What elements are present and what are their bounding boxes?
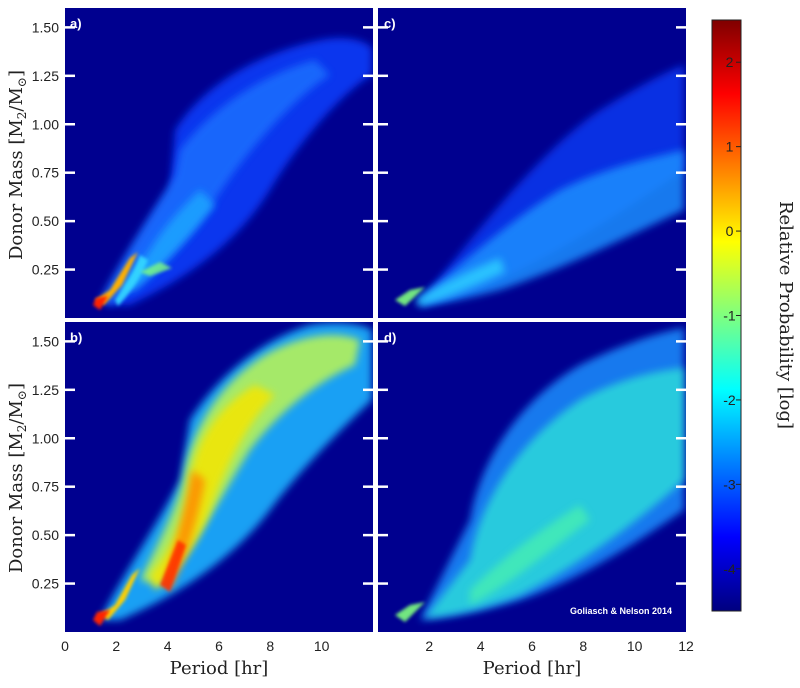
y-tick-label: 1.50 [32, 19, 59, 35]
colorbar-tick-label: -1 [723, 308, 736, 324]
x-axis-label-right: Period [hr] [483, 658, 582, 679]
horizontal-divider [65, 318, 686, 322]
x-tick-labels: 0 2 4 6 8 10 2 4 6 8 10 12 [61, 638, 694, 654]
x-tick-label: 8 [266, 638, 274, 654]
y-tick-label: 1.00 [32, 430, 59, 446]
colorbar-tick-label: 2 [726, 54, 734, 70]
x-tick-label: 2 [112, 638, 120, 654]
panel-b-density [93, 322, 372, 626]
y-tick-label: 0.75 [32, 165, 59, 181]
panel-d-density [395, 328, 684, 622]
y-tick-label: 0.25 [32, 262, 59, 278]
y-tick-label: 1.25 [32, 68, 59, 84]
tick-marks [65, 26, 686, 585]
x-tick-label: 6 [528, 638, 536, 654]
panel-a-density [93, 37, 372, 310]
panel-c-label: c) [384, 16, 396, 31]
y-tick-label: 0.50 [32, 527, 59, 543]
x-tick-label: 4 [164, 638, 172, 654]
colorbar-tick-label: 0 [726, 223, 734, 239]
x-tick-label: 2 [425, 638, 433, 654]
colorbar-label: Relative Probability [log] [775, 201, 796, 429]
panel-a-label: a) [70, 16, 82, 31]
colorbar-tick-label: -4 [723, 561, 736, 577]
y-tick-label: 0.50 [32, 213, 59, 229]
y-tick-label: 0.25 [32, 576, 59, 592]
y-tick-label: 1.50 [32, 333, 59, 349]
y-axis-label-top: Donor Mass [M2/M⊙] [6, 70, 29, 260]
x-axis-label-left: Period [hr] [170, 658, 269, 679]
y-tick-label: 1.25 [32, 382, 59, 398]
x-tick-label: 6 [215, 638, 223, 654]
colorbar-tick-label: -2 [723, 392, 736, 408]
y-tick-label: 0.75 [32, 479, 59, 495]
x-tick-label: 12 [678, 638, 694, 654]
x-tick-label: 4 [477, 638, 485, 654]
y-tick-label: 1.00 [32, 116, 59, 132]
y-axis-label-bottom: Donor Mass [M2/M⊙] [6, 383, 29, 573]
panel-c-density [395, 65, 684, 306]
colorbar-ticks: 2 1 0 -1 -2 -3 -4 [723, 54, 741, 577]
credit-text: Goliasch & Nelson 2014 [570, 606, 672, 616]
x-tick-label: 0 [61, 638, 69, 654]
panel-b-label: b) [70, 330, 82, 345]
x-tick-label: 10 [627, 638, 643, 654]
colorbar-tick-label: -3 [723, 476, 736, 492]
y-tick-labels: 0.25 0.50 0.75 1.00 1.25 1.50 0.25 0.50 0.75 1.00… [32, 19, 59, 591]
x-tick-label: 10 [314, 638, 330, 654]
colorbar-tick-label: 1 [726, 139, 734, 155]
panel-d-label: d) [384, 330, 396, 345]
x-tick-label: 8 [579, 638, 587, 654]
